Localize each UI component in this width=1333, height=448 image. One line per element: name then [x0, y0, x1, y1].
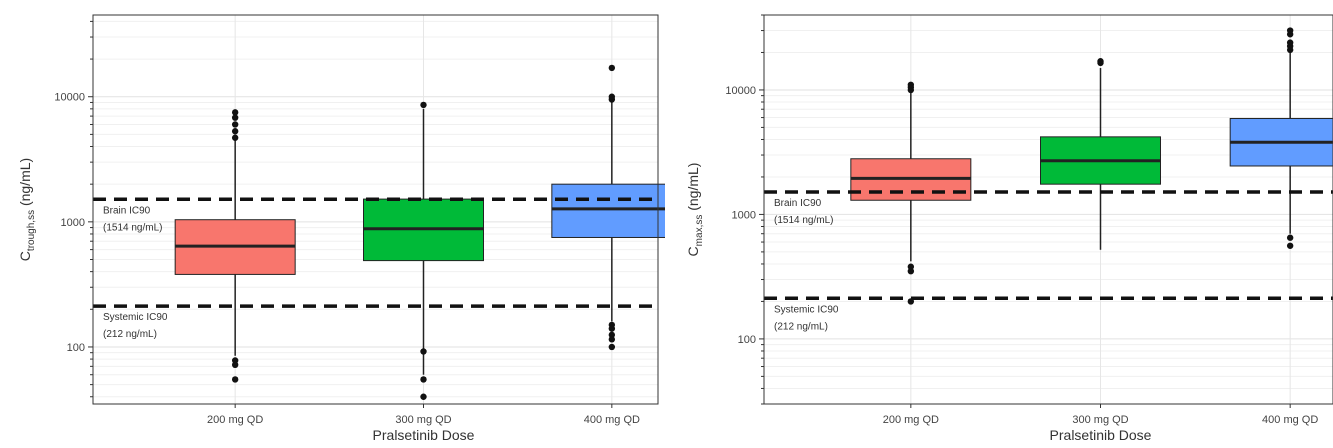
outlier-point: [1286, 39, 1294, 46]
x-tick-label: 400 mg QD: [584, 414, 640, 426]
y-tick-label: 1000: [732, 209, 756, 221]
x-tick-label: 300 mg QD: [1072, 414, 1128, 426]
outlier-point: [608, 325, 616, 332]
plot-frame: [763, 14, 1333, 405]
brain-ic90-label: (1514 ng/mL): [103, 222, 162, 233]
brain-ic90-label: (1514 ng/mL): [774, 215, 833, 226]
box-3: [551, 64, 665, 351]
y-axis-title: Ctrough,ss (ng/mL): [17, 158, 37, 261]
trough-boxplot-chart: Brain IC90 (1514 ng/mL) Systemic IC90 (212 …: [17, 14, 665, 443]
plot-frame: [92, 14, 659, 405]
outlier-point: [231, 134, 239, 141]
outlier-point: [231, 114, 239, 121]
box-iqr: [551, 183, 665, 238]
y-tick-label: 10000: [54, 92, 85, 104]
systemic-ic90-label: (212 ng/mL): [103, 329, 157, 340]
outlier-point: [231, 361, 239, 369]
outlier-point: [608, 64, 616, 72]
outlier-point: [608, 93, 616, 100]
plot-background: [764, 15, 1333, 404]
brain-ic90-label: Brain IC90: [774, 198, 822, 209]
box-2: [1040, 58, 1161, 250]
x-tick-label: 200 mg QD: [207, 414, 263, 426]
outlier-point: [907, 263, 915, 270]
outlier-point: [608, 331, 616, 339]
y-tick-label: 10000: [725, 85, 756, 97]
x-axis-title: Pralsetinib Dose: [373, 427, 475, 443]
outlier-point: [231, 121, 239, 128]
outlier-point: [1286, 242, 1294, 249]
systemic-ic90-label: (212 ng/mL): [774, 321, 828, 332]
x-tick-label: 200 mg QD: [883, 414, 939, 426]
outlier-point: [608, 336, 616, 343]
y-axis-title: Cmax,ss (ng/mL): [685, 163, 705, 257]
outlier-point: [420, 348, 427, 355]
outlier-point: [231, 376, 239, 383]
outlier-point: [231, 109, 239, 116]
y-tick-label: 100: [738, 334, 756, 346]
box-3: [1229, 27, 1333, 249]
cmax-boxplot-chart: Brain IC90 (1514 ng/mL) Systemic IC90 (212 …: [685, 14, 1333, 443]
box-1: [174, 109, 296, 383]
outlier-point: [231, 128, 239, 135]
outlier-point: [907, 81, 915, 88]
outlier-point: [420, 393, 427, 400]
x-tick-label: 400 mg QD: [1262, 414, 1318, 426]
box-2: [363, 101, 484, 400]
outlier-point: [1286, 234, 1294, 241]
y-tick-label: 1000: [61, 217, 85, 229]
systemic-ic90-label: Systemic IC90: [774, 304, 839, 315]
outlier-point: [608, 343, 616, 351]
x-tick-label: 300 mg QD: [395, 414, 451, 426]
systemic-ic90-label: Systemic IC90: [103, 312, 168, 323]
outlier-point: [420, 101, 427, 109]
outlier-point: [907, 267, 915, 275]
brain-ic90-label: Brain IC90: [103, 205, 151, 216]
y-tick-label: 100: [67, 342, 85, 354]
outlier-point: [1097, 58, 1104, 65]
outlier-point: [420, 376, 427, 383]
x-axis-title: Pralsetinib Dose: [1050, 427, 1152, 443]
outlier-point: [1286, 27, 1294, 34]
